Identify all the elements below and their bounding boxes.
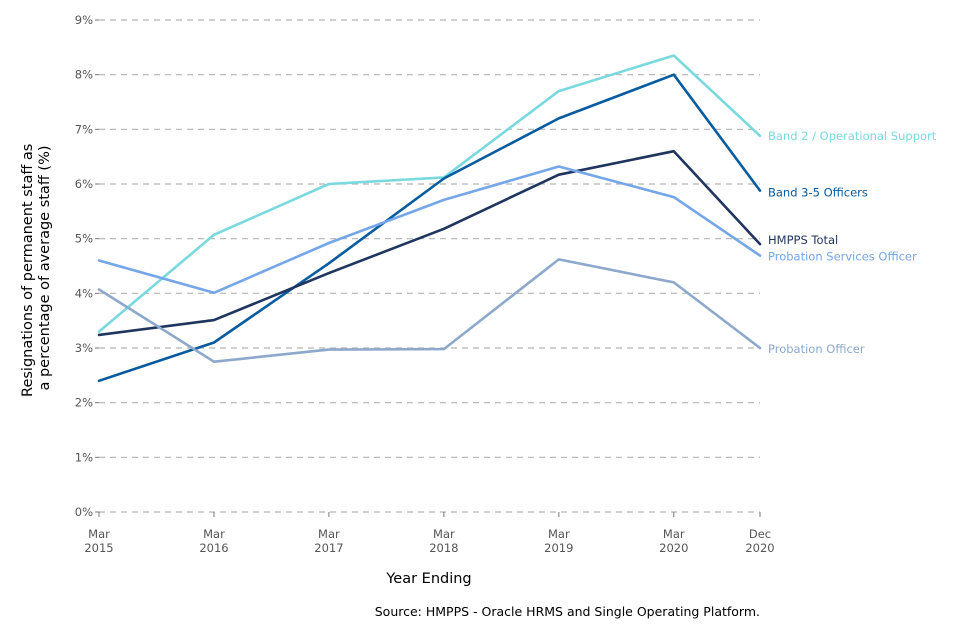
- series-label-hmpps-total: HMPPS Total: [768, 233, 838, 247]
- x-tick-label: Mar 2015: [84, 527, 113, 555]
- x-tick-label: Mar 2018: [429, 527, 458, 555]
- series-label-band-3-5-officers: Band 3-5 Officers: [768, 186, 868, 200]
- series-line-probation-officer: [97, 258, 762, 364]
- series-label-band-2-operational-support: Band 2 / Operational Support: [768, 129, 937, 143]
- y-tick-label: 5%: [75, 232, 93, 246]
- series-lines: [97, 54, 762, 383]
- x-axis-title: Year Ending: [385, 571, 471, 587]
- y-axis-title-line-2: a percentage of average staff (%): [37, 145, 53, 390]
- series-line-hmpps-total: [97, 149, 762, 337]
- x-tick-label: Mar 2019: [544, 527, 573, 555]
- y-tick-label: 9%: [75, 13, 93, 27]
- y-tick-label: 8%: [75, 68, 93, 82]
- source-note: Source: HMPPS - Oracle HRMS and Single O…: [375, 604, 760, 619]
- y-tick-label: 0%: [75, 505, 93, 519]
- y-axis-title-line-1: Resignations of permanent staff as: [20, 144, 36, 397]
- x-tick-label: Mar 2020: [659, 527, 688, 555]
- y-tick-label: 7%: [75, 122, 93, 136]
- y-tick-label: 4%: [75, 286, 93, 300]
- grid-lines: [99, 19, 760, 513]
- series-labels: Band 2 / Operational Support Band 3-5 Off…: [768, 129, 937, 356]
- y-tick-label: 2%: [75, 396, 93, 410]
- y-tick-label: 3%: [75, 341, 93, 355]
- x-tick-label: Dec 2020: [745, 527, 774, 555]
- series-line-band-3-5-officers: [97, 73, 762, 383]
- y-axis: 0% 1% 2% 3% 4% 5% 6% 7% 8% 9%: [75, 13, 99, 519]
- y-tick-label: 6%: [75, 177, 93, 191]
- y-axis-title: Resignations of permanent staff as a per…: [20, 139, 53, 397]
- x-axis: Mar 2015 Mar 2016 Mar 2017 Mar 2018 Mar 2019 Mar 20…: [84, 512, 775, 555]
- series-line-probation-services-officer: [97, 165, 762, 295]
- series-label-probation-officer: Probation Officer: [768, 342, 865, 356]
- y-tick-label: 1%: [75, 450, 93, 464]
- series-label-probation-services-officer: Probation Services Officer: [768, 250, 917, 264]
- x-tick-label: Mar 2017: [314, 527, 343, 555]
- x-tick-label: Mar 2016: [199, 527, 228, 555]
